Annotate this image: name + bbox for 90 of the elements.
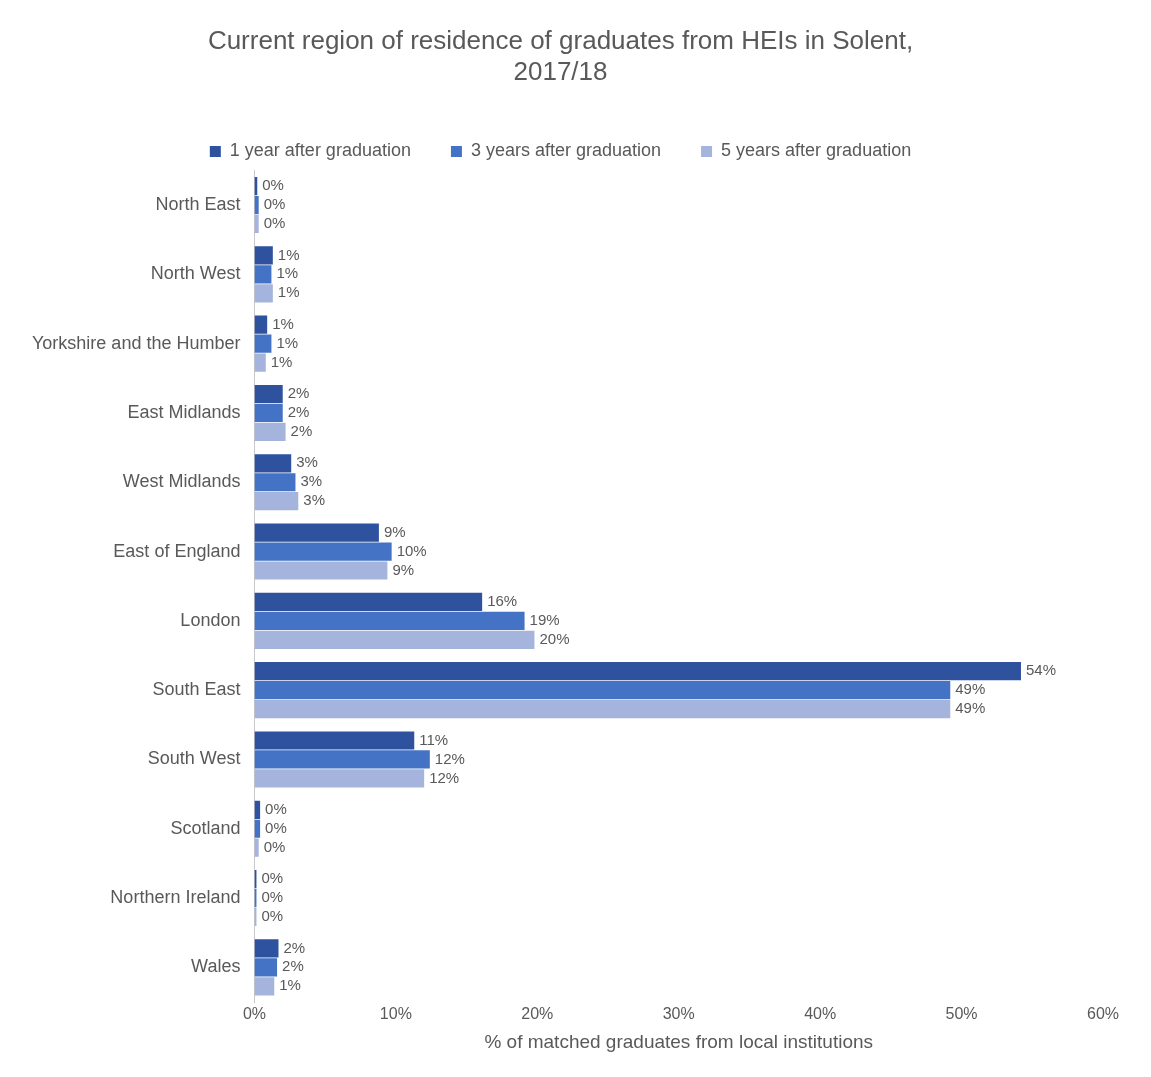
bar: [254, 454, 292, 473]
bar: [254, 939, 279, 958]
bar: [254, 630, 535, 649]
x-tick-label: 30%: [662, 1005, 695, 1023]
bar: [254, 384, 283, 404]
bar: [254, 265, 272, 284]
y-tick-label: East Midlands: [127, 401, 241, 422]
y-tick-label: South East: [152, 679, 241, 700]
data-label: 11%: [419, 730, 449, 748]
y-tick-label: North West: [150, 263, 241, 284]
bar: [254, 403, 283, 423]
bar: [254, 611, 525, 630]
data-label: 12%: [434, 749, 465, 767]
data-label: 2%: [283, 938, 306, 956]
data-label: 1%: [277, 283, 300, 301]
data-label: 1%: [276, 333, 299, 351]
bar: [254, 542, 392, 561]
data-label: 2%: [290, 422, 313, 440]
bar: [254, 838, 259, 857]
chart-title: Current region of residence of graduates from HEIs in Solent, 2017/18: [207, 24, 914, 86]
data-label: 1%: [277, 245, 300, 263]
bar: [254, 662, 1021, 681]
data-label: 19%: [529, 610, 560, 628]
x-tick-label: 50%: [945, 1005, 978, 1023]
bar: [254, 769, 425, 788]
legend-label: 5 years after graduation: [721, 140, 912, 161]
legend-label: 3 years after graduation: [470, 140, 662, 161]
bar: [254, 195, 259, 215]
data-label: 54%: [1025, 661, 1056, 679]
data-label: 3%: [296, 453, 318, 471]
y-tick-label: South West: [147, 748, 241, 769]
data-label: 2%: [287, 403, 310, 421]
y-tick-label: East of England: [113, 540, 241, 561]
data-label: 0%: [261, 907, 284, 925]
data-label: 49%: [955, 680, 986, 698]
data-label: 2%: [287, 384, 310, 402]
bar: [254, 523, 379, 542]
bar: [254, 422, 286, 441]
x-tick-label: 0%: [242, 1005, 267, 1023]
bar: [254, 958, 278, 977]
bar: [254, 681, 951, 700]
y-tick-label: Northern Ireland: [110, 887, 241, 908]
y-tick-label: Scotland: [170, 817, 241, 838]
bar: [254, 284, 273, 303]
bar: [254, 246, 273, 265]
data-label: 0%: [263, 214, 286, 232]
data-label: 0%: [263, 837, 286, 855]
bar: [254, 700, 951, 719]
data-label: 0%: [265, 799, 287, 817]
data-label: 49%: [955, 699, 986, 717]
bar: [254, 473, 296, 492]
data-label: 0%: [261, 888, 284, 906]
data-label: 20%: [539, 629, 570, 647]
data-label: 0%: [262, 176, 284, 194]
data-label: 1%: [279, 976, 301, 994]
bar: [254, 592, 483, 611]
x-tick-label: 60%: [1086, 1005, 1120, 1023]
x-tick-label: 40%: [804, 1005, 837, 1023]
data-label: 0%: [265, 818, 287, 836]
bar: [254, 977, 275, 996]
data-label: 16%: [487, 592, 518, 610]
bar: [254, 561, 388, 580]
bar: [254, 750, 430, 769]
legend-label: 1 year after graduation: [229, 140, 411, 161]
bar: [254, 353, 266, 372]
data-label: 1%: [270, 352, 293, 370]
data-label: 0%: [261, 869, 284, 887]
y-tick-label: Wales: [191, 956, 241, 977]
data-label: 3%: [300, 472, 323, 490]
bar: [254, 731, 415, 750]
x-tick-label: 20%: [521, 1005, 554, 1023]
data-label: 3%: [303, 491, 325, 509]
x-axis-title: % of matched graduates from local institutions: [484, 1030, 874, 1052]
bar: [254, 492, 299, 511]
data-label: 10%: [396, 541, 427, 559]
y-tick-label: North East: [155, 194, 241, 215]
bar: [254, 315, 268, 334]
y-tick-label: West Midlands: [122, 471, 241, 492]
bar: [254, 214, 259, 234]
data-label: 1%: [272, 314, 294, 332]
x-tick-label: 10%: [379, 1005, 412, 1023]
data-label: 9%: [392, 560, 415, 578]
data-label: 12%: [429, 768, 460, 786]
data-label: 9%: [383, 522, 406, 540]
data-label: 0%: [263, 195, 286, 213]
data-label: 2%: [282, 957, 304, 975]
y-tick-label: London: [180, 609, 241, 630]
data-label: 1%: [276, 264, 299, 282]
bar: [254, 334, 272, 353]
y-tick-label: Yorkshire and the Humber: [32, 332, 241, 353]
